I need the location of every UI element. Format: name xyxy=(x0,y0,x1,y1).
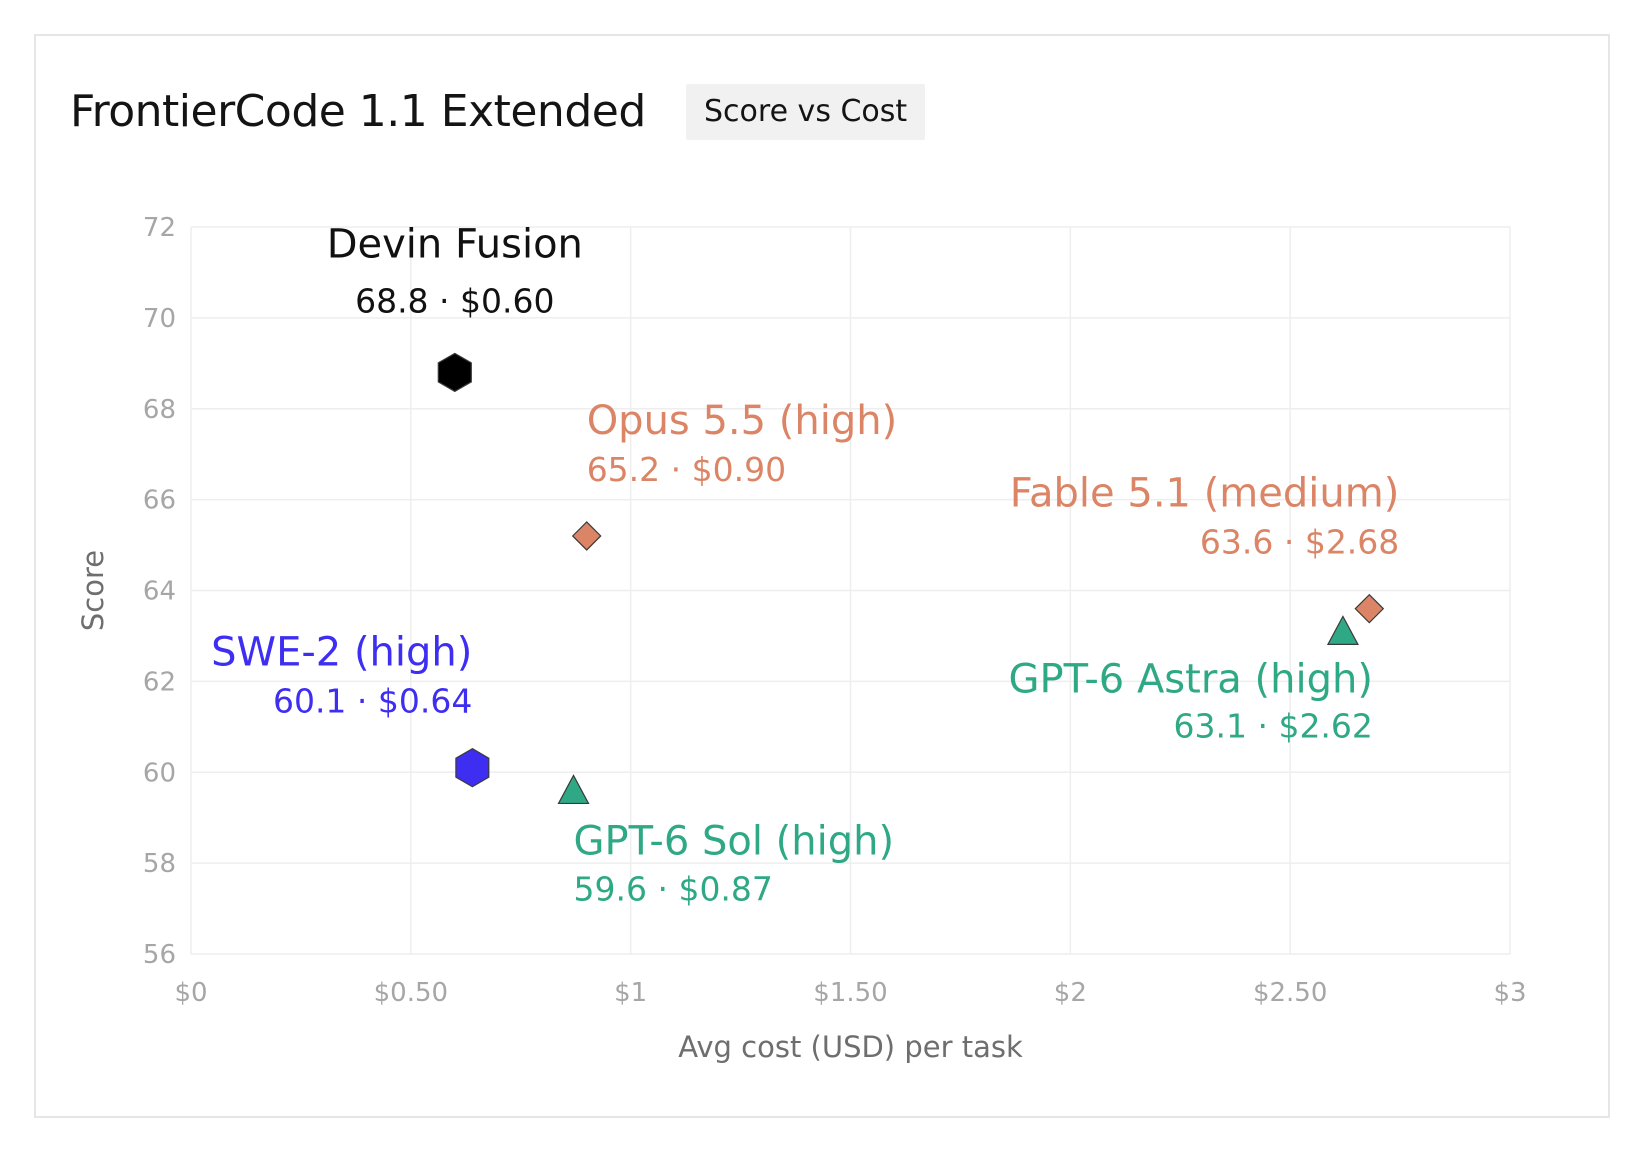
y-tick-label: 58 xyxy=(143,849,176,879)
data-point-diamond xyxy=(1354,593,1385,624)
x-tick-label: $2.50 xyxy=(1253,978,1327,1008)
y-axis-title: Score xyxy=(76,550,110,631)
x-tick-label: $1 xyxy=(614,978,647,1008)
data-label-name: Opus 5.5 (high) xyxy=(587,398,898,444)
data-label-name: Fable 5.1 (medium) xyxy=(1010,471,1400,517)
data-label-value: 59.6 · $0.87 xyxy=(574,869,773,908)
x-tick-label: $0 xyxy=(174,978,207,1008)
y-tick-label: 70 xyxy=(143,304,176,334)
data-label-name: Devin Fusion xyxy=(327,221,583,267)
x-tick-label: $0.50 xyxy=(374,978,448,1008)
data-label-value: 60.1 · $0.64 xyxy=(273,682,472,721)
data-label-value: 68.8 · $0.60 xyxy=(355,281,554,320)
data-label-name: SWE-2 (high) xyxy=(211,630,472,676)
x-tick-label: $2 xyxy=(1054,978,1087,1008)
x-tick-label: $3 xyxy=(1493,978,1526,1008)
y-tick-label: 66 xyxy=(143,486,176,516)
y-tick-label: 60 xyxy=(143,758,176,788)
y-tick-label: 72 xyxy=(143,213,176,243)
chart-card xyxy=(34,34,1610,1118)
data-point-diamond xyxy=(571,521,602,551)
x-axis-title: Avg cost (USD) per task xyxy=(678,1030,1023,1064)
data-label-name: GPT-6 Sol (high) xyxy=(574,818,895,864)
data-label-value: 65.2 · $0.90 xyxy=(587,450,786,489)
data-point-triangle xyxy=(557,774,590,805)
y-tick-label: 68 xyxy=(143,395,176,425)
y-tick-label: 56 xyxy=(143,940,176,970)
y-tick-label: 64 xyxy=(143,577,176,607)
data-point-hexagon xyxy=(437,352,472,393)
x-tick-label: $1.50 xyxy=(813,978,887,1008)
chart-subtitle-tag: Score vs Cost xyxy=(686,84,926,140)
data-label-value: 63.1 · $2.62 xyxy=(1174,706,1373,745)
y-tick-label: 62 xyxy=(143,667,176,697)
data-label-value: 63.6 · $2.68 xyxy=(1200,523,1399,562)
data-label-name: GPT-6 Astra (high) xyxy=(1008,656,1372,702)
chart-title: FrontierCode 1.1 Extended xyxy=(70,86,646,137)
data-point-hexagon xyxy=(455,748,490,788)
data-point-triangle xyxy=(1326,615,1359,645)
